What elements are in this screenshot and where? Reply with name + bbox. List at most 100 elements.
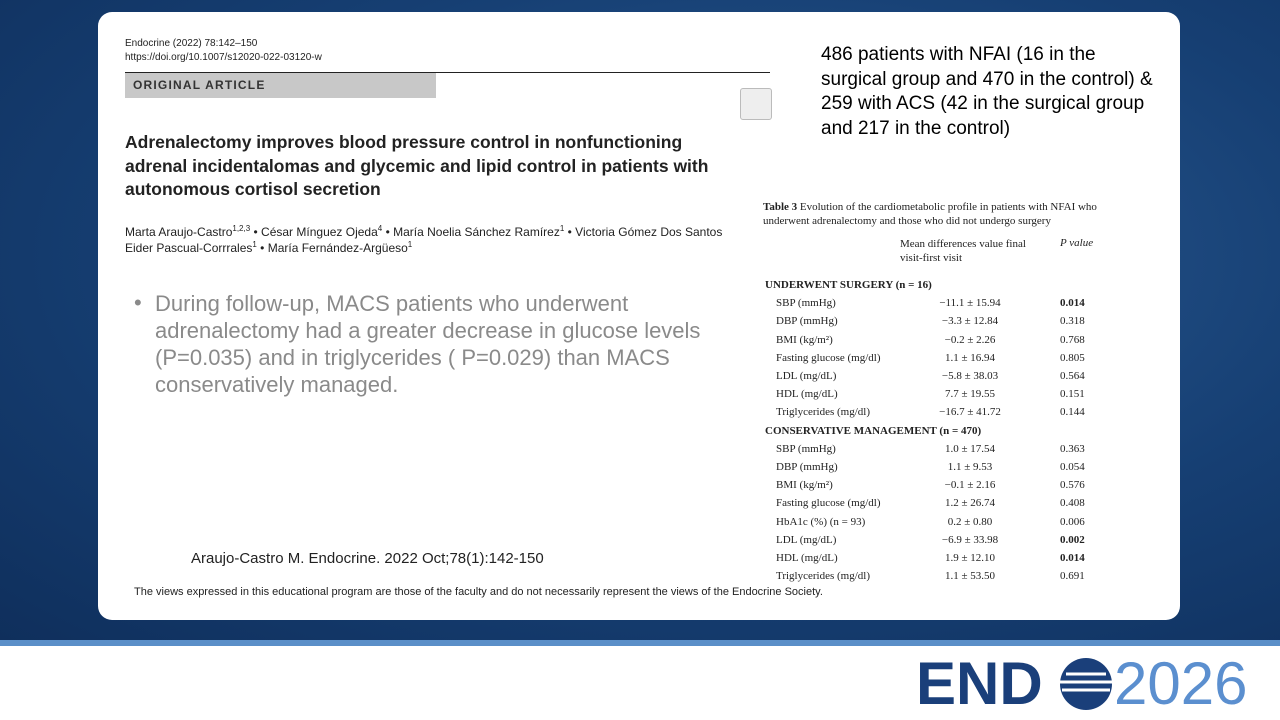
row-value: −0.2 ± 2.26 bbox=[944, 333, 996, 346]
row-label: SBP (mmHg) bbox=[776, 297, 836, 310]
row-value: 1.1 ± 9.53 bbox=[947, 461, 993, 473]
logo-year: 2026 bbox=[1114, 656, 1247, 712]
author-affiliation: 1 bbox=[407, 240, 413, 249]
row-value: −6.9 ± 33.98 bbox=[941, 533, 999, 546]
p-value: 0.805 bbox=[1060, 351, 1085, 364]
stripe bbox=[0, 640, 1280, 646]
bullet: During follow-up, MACS patients who unde… bbox=[155, 291, 701, 397]
author-affiliation: 1 bbox=[559, 224, 565, 233]
author-name: César Mínguez Ojeda bbox=[261, 225, 378, 239]
separator: • bbox=[250, 225, 262, 239]
authors: Marta Araujo-Castro1,2,3 • César Mínguez… bbox=[125, 224, 755, 239]
row-value: 1.1 ± 16.94 bbox=[944, 351, 996, 364]
table-row: LDL (mg/dL) −6.9 ± 33.98 0.002 bbox=[763, 531, 1098, 549]
row-label: BMI (kg/m²) bbox=[776, 479, 833, 492]
row-value: −0.1 ± 2.16 bbox=[944, 479, 996, 492]
section-title: UNDERWENT SURGERY (n = 16) bbox=[765, 279, 932, 291]
logo-globe bbox=[1060, 658, 1112, 710]
table-row: BMI (kg/m²) −0.1 ± 2.16 0.576 bbox=[763, 476, 1098, 494]
author-name: María Noelia Sánchez Ramírez bbox=[393, 225, 560, 239]
row-label: Triglycerides (mg/dl) bbox=[776, 406, 870, 419]
row-label: Triglycerides (mg/dl) bbox=[776, 570, 870, 583]
table-row: DBP (mmHg) 1.1 ± 9.53 0.054 bbox=[763, 458, 1098, 476]
separator: • bbox=[382, 225, 394, 239]
p-value: 0.014 bbox=[1060, 297, 1085, 310]
authors: Eider Pascual-Corrrales1 • María Fernánd… bbox=[125, 240, 412, 255]
p-value: 0.318 bbox=[1060, 315, 1085, 328]
row-value: −11.1 ± 15.94 bbox=[939, 297, 1001, 310]
table-row: Triglycerides (mg/dl) 1.1 ± 53.50 0.691 bbox=[763, 567, 1098, 585]
summary: 486 patients with NFAI (16 in the surgic… bbox=[821, 44, 1153, 139]
row-value: 1.0 ± 17.54 bbox=[944, 442, 996, 455]
separator: • bbox=[564, 225, 576, 239]
row-label: Fasting glucose (mg/dl) bbox=[776, 351, 881, 364]
row-label: Fasting glucose (mg/dl) bbox=[776, 497, 881, 510]
author-affiliation: 1,2,3 bbox=[232, 224, 251, 233]
slide-card bbox=[98, 12, 1180, 620]
author-affiliation: 1 bbox=[252, 240, 257, 249]
journal: Endocrine (2022) 78:142–150 bbox=[125, 38, 258, 49]
table-header: P value bbox=[1060, 237, 1094, 249]
p-value: 0.002 bbox=[1060, 533, 1085, 546]
table-row: HDL (mg/dL) 1.9 ± 12.10 0.014 bbox=[763, 549, 1098, 567]
table-row: SBP (mmHg) −11.1 ± 15.94 0.014 bbox=[763, 294, 1098, 312]
p-value: 0.144 bbox=[1060, 406, 1085, 419]
row-value: 1.1 ± 53.50 bbox=[944, 570, 996, 583]
row-label: HDL (mg/dL) bbox=[776, 552, 838, 564]
row-value: −16.7 ± 41.72 bbox=[939, 406, 1001, 419]
author-affiliation: 4 bbox=[377, 224, 383, 233]
disclaimer: The views expressed in this educational … bbox=[134, 586, 823, 598]
row-value: 1.2 ± 26.74 bbox=[944, 497, 996, 510]
p-value: 0.006 bbox=[1060, 515, 1085, 528]
row-value: −5.8 ± 38.03 bbox=[941, 370, 999, 382]
p-value: 0.151 bbox=[1060, 388, 1085, 401]
row-value: 1.9 ± 12.10 bbox=[944, 552, 996, 564]
table-row: HbA1c (%) (n = 93) 0.2 ± 0.80 0.006 bbox=[763, 513, 1098, 531]
table-row: Triglycerides (mg/dl) −16.7 ± 41.72 0.144 bbox=[763, 403, 1098, 421]
table-section: UNDERWENT SURGERY (n = 16) bbox=[763, 276, 1098, 294]
table-row: DBP (mmHg) −3.3 ± 12.84 0.318 bbox=[763, 312, 1098, 330]
p-value: 0.014 bbox=[1060, 552, 1085, 564]
row-label: LDL (mg/dL) bbox=[776, 533, 837, 546]
p-value: 0.691 bbox=[1060, 570, 1085, 583]
caption-text: Evolution of the cardiometabolic profile… bbox=[763, 201, 1097, 227]
row-label: HDL (mg/dL) bbox=[776, 388, 838, 401]
table-row: SBP (mmHg) 1.0 ± 17.54 0.363 bbox=[763, 440, 1098, 458]
row-label: DBP (mmHg) bbox=[776, 461, 838, 473]
p-value: 0.408 bbox=[1060, 497, 1085, 510]
separator: • bbox=[256, 241, 268, 255]
row-value: 7.7 ± 19.55 bbox=[944, 388, 996, 401]
row-label: HbA1c (%) (n = 93) bbox=[776, 515, 866, 528]
author-name: Eider Pascual-Corrrales bbox=[125, 241, 253, 255]
section-label: ORIGINAL ARTICLE bbox=[125, 73, 436, 98]
logo-brand: END bbox=[916, 656, 1043, 712]
table: Table 3 Evolution of the cardiometabolic… bbox=[763, 200, 1098, 582]
author-name: Victoria Gómez Dos Santos bbox=[575, 225, 723, 239]
table-caption: Table 3 Evolution of the cardiometabolic… bbox=[763, 200, 1098, 228]
row-label: BMI (kg/m²) bbox=[776, 333, 833, 346]
paper-title: Adrenalectomy improves blood pressure co… bbox=[125, 132, 709, 199]
table-row: Fasting glucose (mg/dl) 1.1 ± 16.94 0.805 bbox=[763, 349, 1098, 367]
row-label: LDL (mg/dL) bbox=[776, 370, 837, 382]
row-value: −3.3 ± 12.84 bbox=[941, 315, 999, 328]
bullet-dot: • bbox=[134, 290, 142, 315]
row-label: SBP (mmHg) bbox=[776, 442, 836, 455]
p-value: 0.564 bbox=[1060, 370, 1085, 382]
citation: Araujo-Castro M. Endocrine. 2022 Oct;78(… bbox=[191, 550, 544, 567]
table-section: CONSERVATIVE MANAGEMENT (n = 470) bbox=[763, 422, 1098, 440]
section-title: CONSERVATIVE MANAGEMENT (n = 470) bbox=[765, 424, 982, 437]
p-value: 0.363 bbox=[1060, 442, 1085, 455]
logo: END 2026 bbox=[916, 656, 1247, 712]
table-header: Mean differences value final visit-first… bbox=[900, 238, 1026, 264]
row-value: 0.2 ± 0.80 bbox=[947, 515, 993, 528]
author-name: María Fernández-Argüeso bbox=[267, 241, 408, 255]
table-row: Fasting glucose (mg/dl) 1.2 ± 26.74 0.408 bbox=[763, 494, 1098, 512]
table-row: HDL (mg/dL) 7.7 ± 19.55 0.151 bbox=[763, 385, 1098, 403]
table-label: Table 3 bbox=[763, 201, 798, 213]
rule bbox=[125, 72, 770, 73]
table-row: BMI (kg/m²) −0.2 ± 2.26 0.768 bbox=[763, 331, 1098, 349]
check-updates-icon bbox=[740, 88, 772, 120]
p-value: 0.768 bbox=[1060, 333, 1085, 346]
p-value: 0.054 bbox=[1060, 461, 1085, 473]
